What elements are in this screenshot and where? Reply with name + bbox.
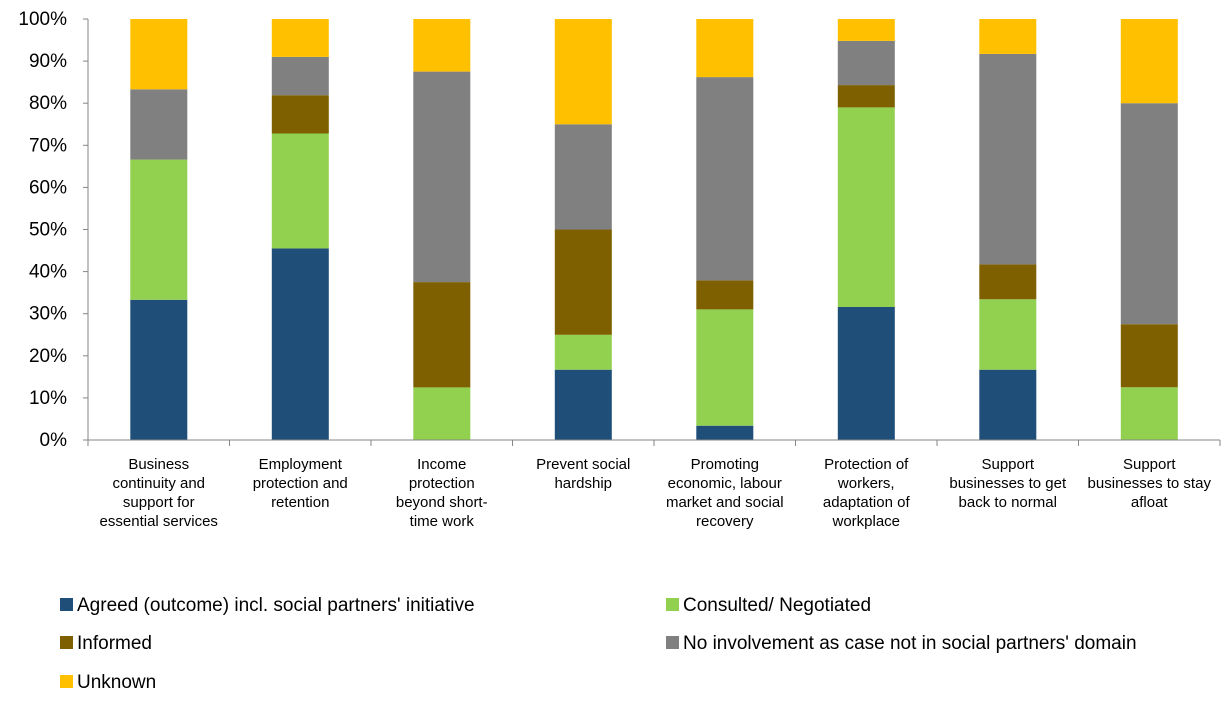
legend: Agreed (outcome) incl. social partners' …: [60, 595, 1137, 693]
bar-segment-7-series-5: [979, 19, 1037, 54]
bar-segment-5-series-2: [696, 309, 754, 426]
bar-segment-4-series-1: [554, 369, 612, 440]
bar-segment-4-series-2: [554, 334, 612, 370]
x-tick-label: Income protection beyond short-time work: [396, 456, 488, 530]
bar-segment-6-series-3: [837, 85, 895, 108]
legend-swatch: [60, 598, 73, 611]
bar-segment-3-series-2: [413, 387, 471, 440]
axes-group: 0% 10% 20% 30% 40% 50% 60% 70% 80% 90% 100% Busines…: [18, 9, 1221, 530]
y-tick-label: 100%: [18, 9, 67, 30]
y-tick-label: 90%: [29, 51, 67, 72]
bar-segment-1-series-5: [130, 19, 188, 90]
bar-segment-2-series-3: [271, 95, 329, 134]
bar-segment-5-series-3: [696, 280, 754, 310]
y-tick-label: 70%: [29, 135, 67, 156]
bar-segment-8-series-5: [1120, 19, 1178, 104]
bar-segment-6-series-2: [837, 107, 895, 308]
bar-segment-4-series-3: [554, 229, 612, 335]
bar-segment-8-series-2: [1120, 387, 1178, 440]
bar-segment-2-series-1: [271, 248, 329, 440]
y-tick-label: 0%: [40, 430, 68, 451]
x-tick-label: Support businesses to get back to normal: [949, 456, 1067, 511]
y-tick-label: 50%: [29, 220, 67, 241]
legend-label: Unknown: [77, 672, 156, 693]
y-tick-label: 80%: [29, 93, 67, 114]
legend-label: No involvement as case not in social par…: [683, 633, 1137, 654]
legend-swatch: [60, 675, 73, 688]
x-tick-label: Protection of workers, adaptation of workpl…: [823, 456, 911, 530]
legend-swatch: [666, 598, 679, 611]
bar-segment-7-series-4: [979, 53, 1037, 265]
y-tick-label: 20%: [29, 346, 67, 367]
bar-segment-5-series-5: [696, 19, 754, 78]
bar-segment-6-series-4: [837, 40, 895, 86]
bar-segment-2-series-2: [271, 133, 329, 249]
bar-segment-5-series-4: [696, 77, 754, 281]
bar-segment-8-series-4: [1120, 103, 1178, 325]
bar-segment-1-series-4: [130, 89, 188, 160]
x-tick-label: Employment protection and retention: [253, 456, 348, 511]
bar-segment-2-series-5: [271, 19, 329, 57]
legend-swatch: [60, 636, 73, 649]
bar-segment-1-series-1: [130, 299, 188, 440]
y-tick-label: 40%: [29, 262, 67, 283]
bar-segment-7-series-2: [979, 299, 1037, 370]
bars-group: [130, 19, 1178, 440]
x-tick-label: Business continuity and support for essenti…: [100, 456, 218, 530]
bar-segment-5-series-1: [696, 425, 754, 440]
legend-label: Agreed (outcome) incl. social partners' …: [77, 595, 475, 616]
legend-swatch: [666, 636, 679, 649]
x-tick-label: Promoting economic, labour market and soci…: [666, 456, 784, 530]
x-tick-label: Prevent social hardship: [536, 456, 630, 492]
bar-segment-1-series-2: [130, 159, 188, 300]
legend-label: Consulted/ Negotiated: [683, 595, 871, 616]
y-tick-label: 10%: [29, 388, 67, 409]
legend-label: Informed: [77, 633, 152, 654]
x-tick-label: Support businesses to stay afloat: [1088, 456, 1212, 511]
bar-segment-3-series-3: [413, 282, 471, 388]
bar-segment-4-series-5: [554, 19, 612, 125]
bar-segment-7-series-1: [979, 369, 1037, 440]
bar-segment-6-series-1: [837, 307, 895, 440]
y-tick-label: 30%: [29, 304, 67, 325]
bar-segment-6-series-5: [837, 19, 895, 41]
bar-segment-2-series-4: [271, 56, 329, 96]
bar-segment-3-series-4: [413, 71, 471, 283]
bar-segment-4-series-4: [554, 124, 612, 230]
y-tick-label: 60%: [29, 177, 67, 198]
bar-segment-7-series-3: [979, 264, 1037, 300]
bar-segment-8-series-3: [1120, 324, 1178, 388]
bar-segment-3-series-5: [413, 19, 471, 72]
